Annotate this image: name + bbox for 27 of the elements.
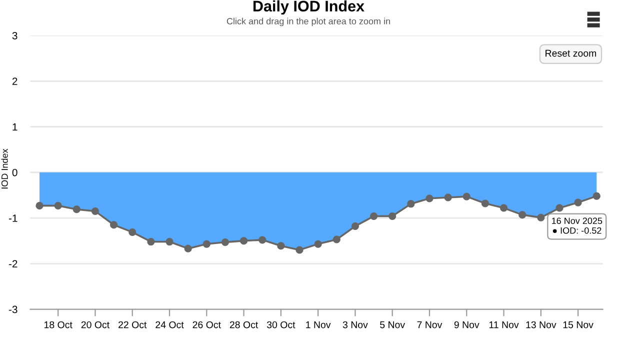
y-tick-label: 3	[12, 32, 18, 40]
y-tick-label: 2	[12, 78, 18, 85]
x-tick-label: 9 Nov	[454, 321, 480, 328]
x-tick-label: 15 Nov	[563, 321, 594, 328]
x-tick-label: 30 Oct	[266, 321, 296, 328]
x-tick-label: 1 Nov	[306, 321, 331, 328]
y-tick-label: -2	[8, 260, 18, 268]
chart-subtitle: Click and drag in the plot area to zoom in	[226, 18, 390, 26]
y-tick-label: 0	[12, 168, 18, 176]
x-tick-label: 22 Oct	[118, 321, 147, 328]
x-tick-label: 11 Nov	[489, 321, 519, 328]
y-tick-label: -1	[8, 214, 18, 222]
annotation: Reset zoom	[546, 50, 596, 57]
x-tick-label: 28 Oct	[230, 321, 258, 328]
x-tick-label: 18 Oct	[44, 321, 72, 328]
x-tick-label: 3 Nov	[342, 321, 368, 328]
annotation: 16 Nov 2025 ● IOD: -0.52	[552, 218, 602, 234]
x-tick-label: 13 Nov	[526, 321, 556, 328]
y-axis-title: IOD Index	[1, 148, 8, 188]
x-tick-label: 24 Oct	[156, 321, 184, 328]
x-tick-label: 20 Oct	[81, 321, 110, 328]
x-tick-label: 7 Nov	[417, 321, 442, 328]
y-tick-label: -3	[8, 306, 18, 314]
y-tick-label: 1	[12, 123, 18, 131]
x-tick-label: 5 Nov	[380, 321, 406, 328]
x-tick-label: 26 Oct	[192, 321, 221, 328]
chart-title: Daily IOD Index	[253, 0, 364, 15]
